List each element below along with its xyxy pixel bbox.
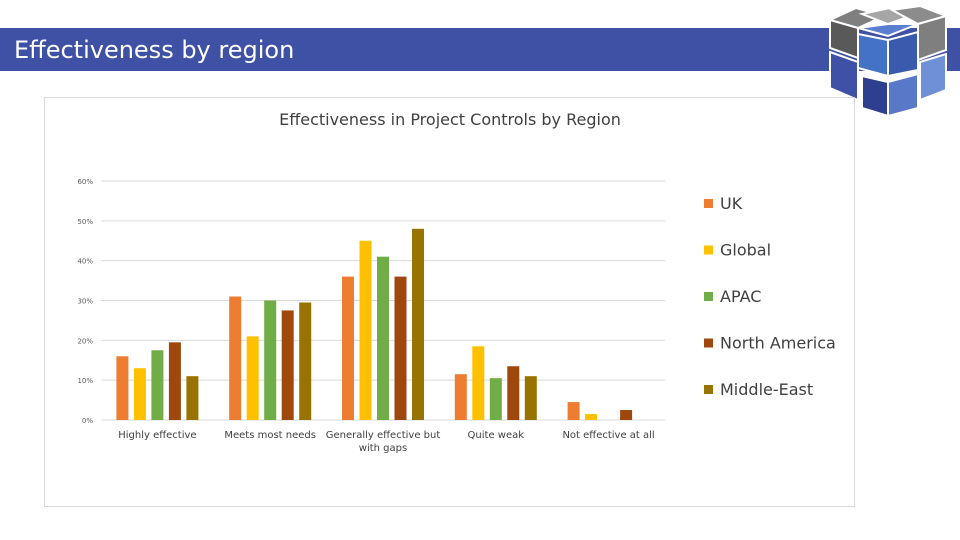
bar-global-2 [359,240,372,420]
legend-label: North America [720,334,836,353]
x-tick-label: with gaps [359,443,407,454]
bar-north-america-0 [168,342,181,420]
bar-middle-east-3 [524,376,537,420]
bar-uk-3 [454,374,467,420]
chart-title: Effectiveness in Project Controls by Reg… [279,110,621,129]
legend-label: Middle-East [720,380,813,399]
legend-swatch [704,292,713,301]
bar-middle-east-0 [186,376,199,420]
bar-apac-1 [264,300,277,420]
bar-global-0 [133,368,146,420]
y-tick-label: 10% [77,377,93,385]
bar-north-america-3 [507,366,520,420]
chart-frame: Effectiveness in Project Controls by Reg… [44,97,855,507]
x-tick-label: Highly effective [118,430,196,441]
legend-swatch [704,338,713,348]
cube-logo-icon [827,4,950,118]
legend-label: APAC [720,287,761,306]
bar-global-3 [472,346,485,420]
bar-uk-4 [567,402,580,420]
bar-apac-0 [151,350,164,420]
x-tick-label: Generally effective but [326,430,441,441]
bar-uk-1 [229,296,242,420]
bar-chart: Effectiveness in Project Controls by Reg… [77,110,836,454]
y-tick-label: 30% [77,298,93,306]
y-tick-label: 0% [82,417,93,425]
legend: UK Global APAC North America Middle-East [704,194,836,399]
bar-apac-3 [489,378,502,420]
bar-uk-0 [116,356,129,420]
x-tick-label: Meets most needs [224,430,316,441]
bar-apac-2 [377,256,389,420]
bar-global-1 [246,336,259,420]
bar-uk-2 [342,276,354,420]
legend-label: Global [720,241,771,260]
bar-north-america-4 [620,410,633,420]
title-bar: Effectiveness by region [0,28,960,71]
bar-middle-east-2 [412,228,424,420]
slide-title: Effectiveness by region [14,36,295,64]
bar-middle-east-1 [299,302,312,420]
x-axis-labels: Highly effective Meets most needs Generall… [118,430,654,454]
legend-swatch [704,199,713,208]
y-axis-ticks: 0% 10% 20% 30% 40% 50% 60% [77,178,93,425]
y-tick-label: 40% [77,258,93,266]
legend-swatch [704,385,713,394]
legend-swatch [704,245,713,255]
legend-label: UK [720,194,743,213]
bar-north-america-1 [281,310,294,420]
bars [116,228,633,420]
bar-north-america-2 [394,276,407,420]
y-tick-label: 60% [77,178,93,186]
x-tick-label: Quite weak [468,430,525,441]
bar-global-4 [585,414,598,420]
y-tick-label: 20% [77,337,93,345]
y-tick-label: 50% [77,218,93,226]
x-tick-label: Not effective at all [562,430,654,441]
